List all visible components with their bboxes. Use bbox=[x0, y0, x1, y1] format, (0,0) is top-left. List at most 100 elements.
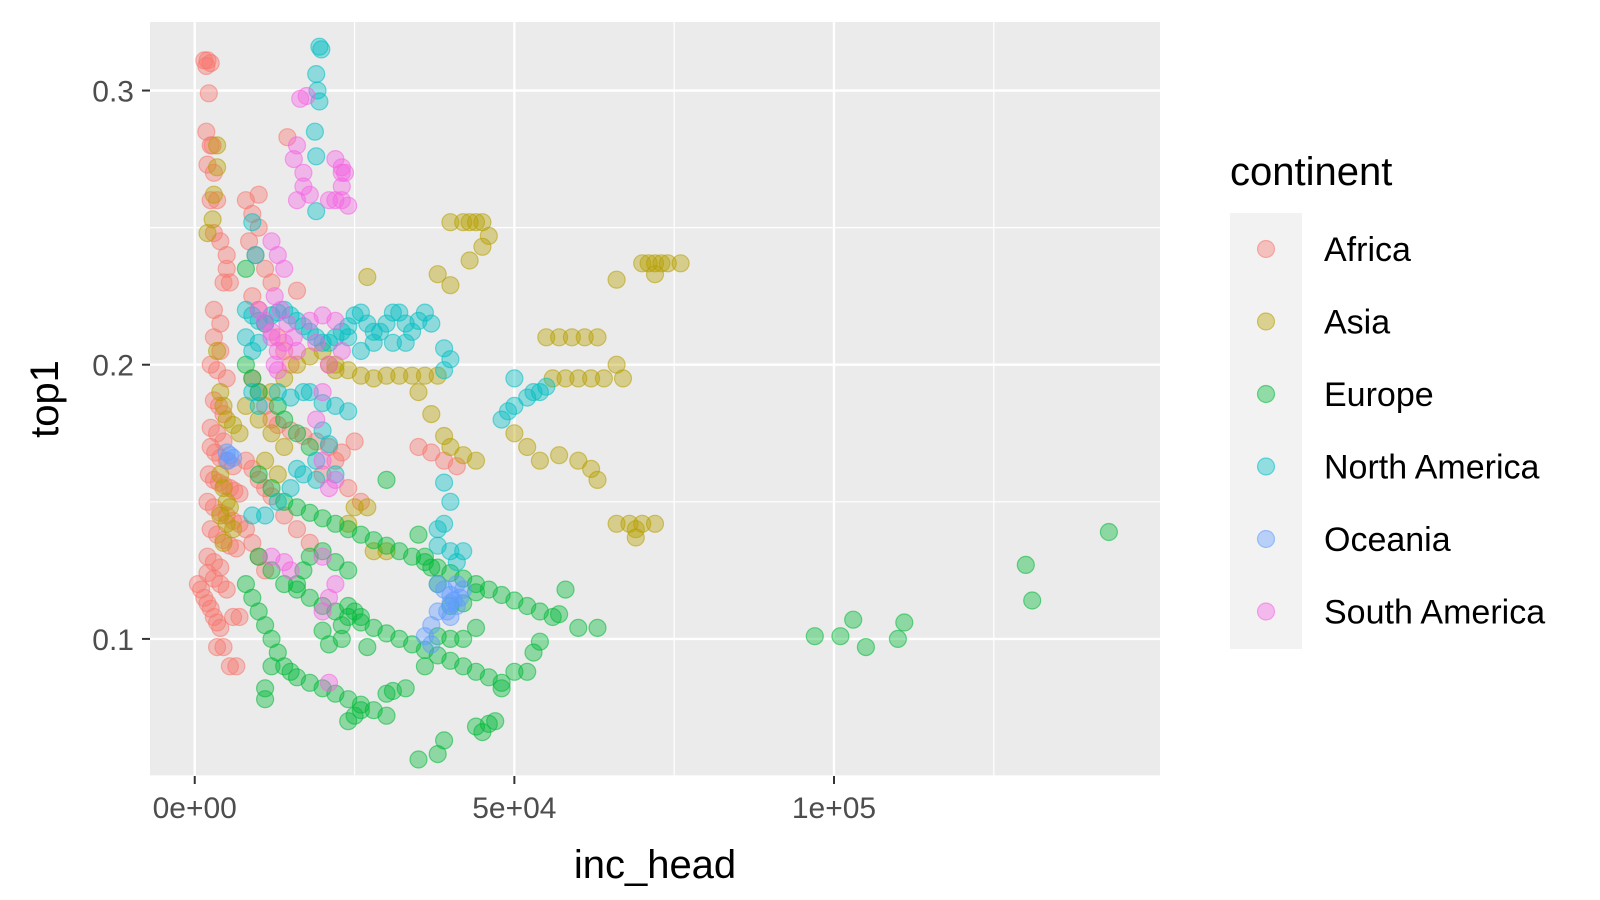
data-point bbox=[473, 237, 492, 256]
series-africa bbox=[188, 51, 466, 676]
data-point bbox=[415, 547, 434, 566]
x-tick-label: 0e+00 bbox=[153, 792, 237, 825]
data-point bbox=[588, 470, 607, 489]
data-point bbox=[198, 51, 217, 70]
data-point bbox=[256, 690, 275, 709]
data-point bbox=[262, 273, 281, 292]
data-point bbox=[537, 328, 556, 347]
data-point bbox=[217, 246, 236, 265]
data-point bbox=[208, 191, 227, 210]
data-point bbox=[313, 383, 332, 402]
data-point bbox=[351, 341, 370, 361]
data-point bbox=[307, 410, 326, 429]
x-tick-label: 1e+05 bbox=[792, 792, 876, 825]
data-point bbox=[435, 361, 454, 380]
data-point bbox=[287, 580, 307, 599]
legend-key bbox=[1256, 239, 1276, 259]
y-tick-label: 0.3 bbox=[92, 76, 134, 109]
legend-label: North America bbox=[1324, 449, 1539, 487]
data-point bbox=[262, 322, 281, 341]
data-point bbox=[441, 350, 460, 369]
data-point bbox=[297, 86, 316, 106]
data-point bbox=[204, 185, 223, 204]
data-point bbox=[441, 542, 460, 561]
data-point bbox=[204, 607, 223, 627]
data-point bbox=[447, 552, 466, 572]
data-point bbox=[332, 616, 351, 635]
data-point bbox=[569, 451, 588, 470]
data-point bbox=[217, 259, 236, 278]
data-point bbox=[300, 588, 319, 607]
data-point bbox=[479, 226, 498, 245]
data-point bbox=[454, 580, 473, 599]
data-point bbox=[377, 706, 396, 725]
data-point bbox=[287, 520, 307, 539]
data-point bbox=[249, 185, 268, 204]
series-oceania bbox=[217, 443, 473, 654]
data-point bbox=[856, 637, 876, 657]
x-axis-title: inc_head bbox=[574, 843, 736, 887]
axis-ticks bbox=[142, 89, 835, 784]
data-point bbox=[441, 437, 460, 457]
data-point bbox=[224, 448, 243, 467]
data-point bbox=[256, 679, 275, 698]
y-axis-tick-labels: 0.1 0.2 0.3 bbox=[92, 76, 134, 657]
data-point bbox=[518, 662, 537, 681]
data-point bbox=[339, 196, 358, 215]
data-point bbox=[262, 561, 281, 580]
data-point bbox=[300, 533, 319, 553]
data-point bbox=[268, 361, 287, 380]
legend-key bbox=[1256, 384, 1276, 404]
data-point bbox=[339, 479, 358, 498]
data-point bbox=[505, 424, 524, 443]
data-point bbox=[308, 81, 327, 100]
data-point bbox=[246, 246, 265, 265]
data-point bbox=[319, 435, 339, 454]
data-point bbox=[275, 410, 294, 429]
legend-key bbox=[1256, 457, 1276, 476]
data-point bbox=[275, 437, 294, 457]
data-point bbox=[390, 366, 409, 385]
data-point bbox=[351, 607, 370, 627]
data-point bbox=[1099, 522, 1119, 542]
data-point bbox=[466, 618, 486, 638]
data-point bbox=[197, 56, 216, 76]
data-point bbox=[422, 405, 441, 424]
data-point bbox=[403, 366, 422, 385]
legend-item: Europe bbox=[1256, 376, 1434, 414]
x-tick-label: 5e+04 bbox=[472, 792, 556, 825]
data-point bbox=[339, 402, 358, 421]
data-point bbox=[319, 673, 339, 692]
data-point bbox=[335, 163, 355, 182]
data-point bbox=[243, 213, 262, 232]
data-point bbox=[281, 561, 300, 580]
series-north-america bbox=[236, 37, 556, 572]
data-point bbox=[569, 618, 588, 638]
data-point bbox=[415, 303, 434, 322]
minor-gridlines bbox=[150, 22, 1160, 777]
data-point bbox=[377, 366, 396, 385]
data-point bbox=[383, 303, 402, 322]
data-point bbox=[208, 136, 227, 155]
major-gridlines bbox=[150, 22, 1160, 776]
data-point bbox=[486, 712, 505, 731]
data-point bbox=[805, 627, 824, 646]
data-point bbox=[307, 64, 326, 84]
legend-key-background bbox=[1230, 213, 1302, 649]
data-point bbox=[217, 580, 236, 599]
data-point bbox=[203, 210, 222, 229]
data-point bbox=[581, 369, 601, 388]
data-point bbox=[422, 443, 441, 462]
data-point bbox=[203, 136, 222, 155]
data-point bbox=[312, 40, 331, 59]
data-point bbox=[310, 37, 329, 56]
data-point bbox=[208, 613, 227, 632]
data-point bbox=[287, 424, 307, 443]
data-point bbox=[218, 451, 238, 470]
data-point bbox=[396, 679, 415, 698]
data-point bbox=[1016, 555, 1035, 575]
data-point bbox=[530, 451, 550, 470]
data-point bbox=[230, 484, 249, 503]
data-point bbox=[435, 473, 454, 492]
legend-item: Oceania bbox=[1256, 521, 1451, 559]
